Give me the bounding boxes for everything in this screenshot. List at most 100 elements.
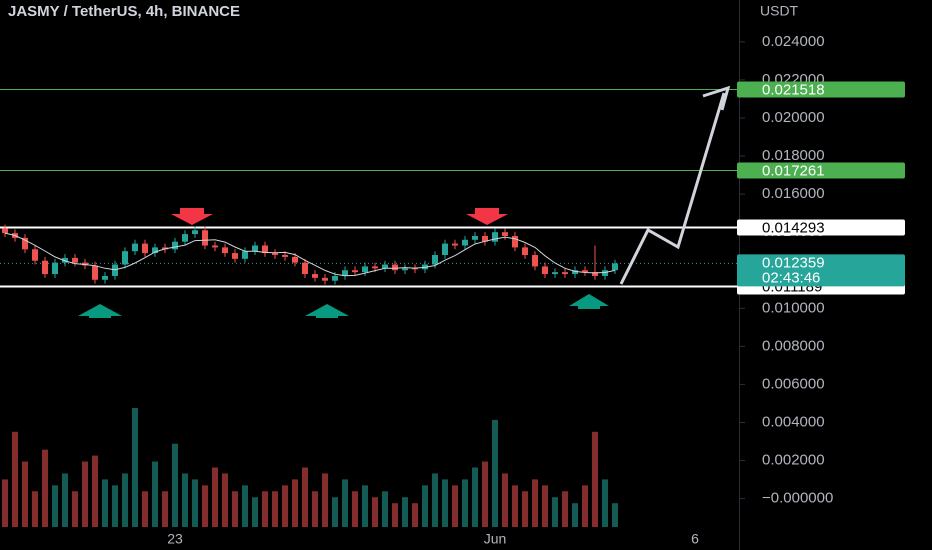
candle-body — [52, 262, 58, 275]
volume-bar — [132, 408, 138, 527]
volume-bar — [262, 491, 268, 527]
candle-body — [602, 270, 608, 276]
volume-bar — [72, 491, 78, 527]
marks-layer — [2, 224, 618, 285]
volume-bar — [252, 497, 258, 527]
candle-body — [212, 245, 218, 248]
volume-bar — [182, 473, 188, 527]
up-arrow — [305, 304, 349, 318]
candle-body — [142, 243, 148, 254]
volume-bar — [292, 479, 298, 527]
volume-bar — [442, 479, 448, 527]
candle-body — [382, 264, 388, 269]
volume-bar — [312, 491, 318, 527]
candle-body — [252, 245, 258, 252]
candle-body — [162, 247, 168, 250]
candle-body — [112, 264, 118, 276]
candle-body — [332, 275, 338, 281]
volume-bar — [102, 479, 108, 527]
volume-bar — [362, 485, 368, 527]
volume-bar — [42, 449, 48, 527]
candle-body — [42, 260, 48, 275]
candle-body — [152, 247, 158, 254]
volume-bar — [142, 491, 148, 527]
volume-bar — [202, 485, 208, 527]
candle-body — [32, 249, 38, 261]
volume-bar — [222, 473, 228, 527]
candle-body — [442, 243, 448, 256]
volume-bar — [382, 491, 388, 527]
y-tick-label: 0.016000 — [762, 185, 825, 202]
volume-bar — [542, 485, 548, 527]
volume-bar — [192, 479, 198, 527]
candle-body — [262, 245, 268, 254]
candle-body — [462, 239, 468, 246]
countdown: 02:43:46 — [762, 269, 820, 286]
candle-body — [582, 270, 588, 273]
volume-bar — [352, 491, 358, 527]
level-label: 0.017261 — [762, 162, 825, 179]
volume-bar — [582, 485, 588, 527]
level-label: 0.014293 — [762, 219, 825, 236]
y-tick-label: −0.000000 — [762, 490, 833, 507]
candle-body — [482, 235, 488, 242]
level-badge — [737, 81, 905, 98]
y-tick-label: 0.018000 — [762, 147, 825, 164]
down-arrow — [466, 208, 508, 225]
volume-bar — [332, 497, 338, 527]
candle-body — [512, 235, 518, 248]
volume-bar — [492, 419, 498, 527]
volume-bar — [602, 479, 608, 527]
level-badge — [737, 162, 905, 179]
candle-body — [312, 274, 318, 278]
volume-bar — [242, 485, 248, 527]
candle-body — [62, 257, 68, 263]
candle-body — [172, 241, 178, 250]
volume-bar — [152, 461, 158, 527]
volume-bar — [162, 491, 168, 527]
y-tick-label: 0.010000 — [762, 299, 825, 316]
candle-body — [282, 255, 288, 257]
candle-body — [132, 243, 138, 252]
up-arrow — [78, 304, 122, 318]
volume-bar — [482, 461, 488, 527]
volume-bar — [62, 473, 68, 527]
price-badge — [737, 254, 905, 287]
volume-bar — [502, 473, 508, 527]
x-tick-label: Jun — [484, 531, 507, 547]
x-tick-label: 6 — [691, 531, 699, 547]
candle-body — [362, 266, 368, 273]
candle-body — [342, 270, 348, 276]
candle-body — [72, 257, 78, 263]
candle-body — [322, 277, 328, 281]
candle-body — [242, 251, 248, 259]
volume-bar — [12, 431, 18, 527]
ma-line — [4, 232, 616, 277]
volume-bar — [272, 491, 278, 527]
candle-body — [502, 232, 508, 236]
candle-body — [532, 255, 538, 267]
volume-bar — [282, 485, 288, 527]
candle-body — [182, 234, 188, 242]
up-arrow — [569, 294, 609, 309]
candle-body — [2, 228, 8, 234]
volume-bar — [412, 503, 418, 527]
candle-body — [612, 263, 618, 271]
volume-bar — [552, 497, 558, 527]
candle-body — [522, 247, 528, 256]
candle-body — [392, 264, 398, 271]
candle-body — [562, 272, 568, 275]
volume-bar — [212, 467, 218, 527]
y-axis-label: USDT — [760, 3, 799, 19]
level-label: 0.021518 — [762, 81, 825, 98]
y-tick-label: 0.006000 — [762, 375, 825, 392]
volume-bar — [342, 479, 348, 527]
volume-bar — [32, 491, 38, 527]
volume-bar — [2, 479, 8, 527]
candle-body — [412, 268, 418, 270]
volume-bar — [82, 461, 88, 527]
volume-bar — [532, 479, 538, 527]
level-badge — [737, 219, 905, 236]
volume-bar — [422, 485, 428, 527]
